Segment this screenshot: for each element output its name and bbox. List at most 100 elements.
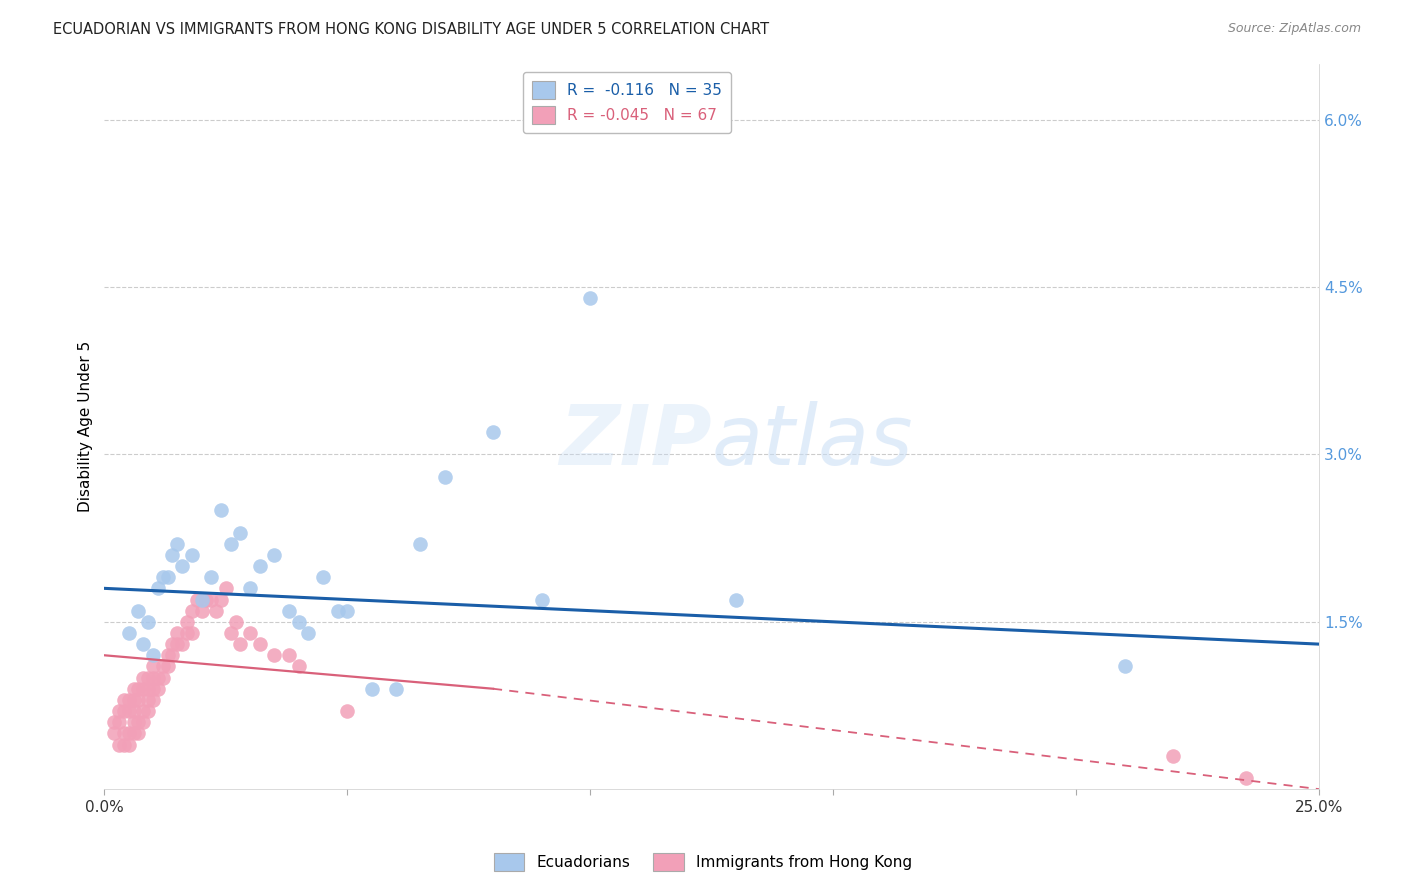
Point [336, 704, 359, 718]
Point [263, 548, 285, 562]
Legend: Ecuadorians, Immigrants from Hong Kong: Ecuadorians, Immigrants from Hong Kong [488, 847, 918, 877]
Point [108, 738, 131, 752]
Text: atlas: atlas [711, 401, 914, 482]
Point [118, 704, 141, 718]
Point [530, 592, 553, 607]
Point [172, 637, 194, 651]
Point [195, 592, 218, 607]
Point [127, 693, 149, 707]
Point [215, 582, 238, 596]
Point [219, 537, 242, 551]
Point [229, 637, 252, 651]
Point [166, 637, 188, 651]
Point [249, 637, 271, 651]
Point [312, 570, 335, 584]
Point [108, 704, 131, 718]
Point [132, 637, 155, 651]
Point [136, 671, 159, 685]
Point [1234, 771, 1257, 785]
Point [287, 615, 309, 629]
Point [725, 592, 748, 607]
Point [278, 604, 301, 618]
Point [136, 704, 159, 718]
Point [433, 470, 456, 484]
Point [190, 604, 212, 618]
Point [132, 671, 155, 685]
Point [118, 693, 141, 707]
Point [142, 659, 165, 673]
Point [336, 604, 359, 618]
Point [166, 626, 188, 640]
Point [180, 548, 202, 562]
Point [162, 637, 184, 651]
Point [122, 681, 145, 696]
Point [122, 693, 145, 707]
Point [209, 503, 232, 517]
Text: ECUADORIAN VS IMMIGRANTS FROM HONG KONG DISABILITY AGE UNDER 5 CORRELATION CHART: ECUADORIAN VS IMMIGRANTS FROM HONG KONG … [53, 22, 769, 37]
Point [127, 681, 149, 696]
Point [136, 615, 159, 629]
Point [132, 681, 155, 696]
Point [127, 715, 149, 730]
Point [249, 559, 271, 574]
Point [200, 592, 222, 607]
Point [385, 681, 408, 696]
Point [326, 604, 349, 618]
Point [180, 626, 202, 640]
Point [225, 615, 247, 629]
Point [263, 648, 285, 663]
Point [142, 681, 165, 696]
Point [122, 726, 145, 740]
Point [156, 570, 179, 584]
Point [205, 604, 228, 618]
Point [142, 693, 165, 707]
Point [132, 715, 155, 730]
Point [118, 738, 141, 752]
Point [239, 582, 262, 596]
Point [142, 671, 165, 685]
Point [127, 604, 149, 618]
Point [122, 704, 145, 718]
Point [409, 537, 432, 551]
Point [136, 693, 159, 707]
Point [112, 693, 135, 707]
Point [239, 626, 262, 640]
Point [162, 648, 184, 663]
Point [112, 726, 135, 740]
Text: Source: ZipAtlas.com: Source: ZipAtlas.com [1227, 22, 1361, 36]
Point [146, 671, 169, 685]
Point [146, 582, 169, 596]
Point [180, 604, 202, 618]
Point [360, 681, 382, 696]
Point [287, 659, 309, 673]
Text: ZIP: ZIP [560, 401, 711, 482]
Point [482, 425, 505, 440]
Point [579, 291, 602, 305]
Point [219, 626, 242, 640]
Point [229, 525, 252, 540]
Point [146, 681, 169, 696]
Legend: R =  -0.116   N = 35, R = -0.045   N = 67: R = -0.116 N = 35, R = -0.045 N = 67 [523, 71, 731, 133]
Point [1163, 748, 1185, 763]
Point [156, 648, 179, 663]
Point [112, 738, 135, 752]
Point [152, 659, 174, 673]
Point [166, 537, 188, 551]
Point [297, 626, 319, 640]
Point [209, 592, 232, 607]
Point [136, 681, 159, 696]
Point [152, 671, 174, 685]
Point [118, 726, 141, 740]
Point [103, 715, 125, 730]
Point [176, 615, 198, 629]
Point [176, 626, 198, 640]
Point [118, 626, 141, 640]
Point [186, 592, 208, 607]
Point [1114, 659, 1136, 673]
Point [122, 715, 145, 730]
Point [108, 715, 131, 730]
Point [127, 726, 149, 740]
Point [200, 570, 222, 584]
Point [172, 559, 194, 574]
Point [152, 570, 174, 584]
